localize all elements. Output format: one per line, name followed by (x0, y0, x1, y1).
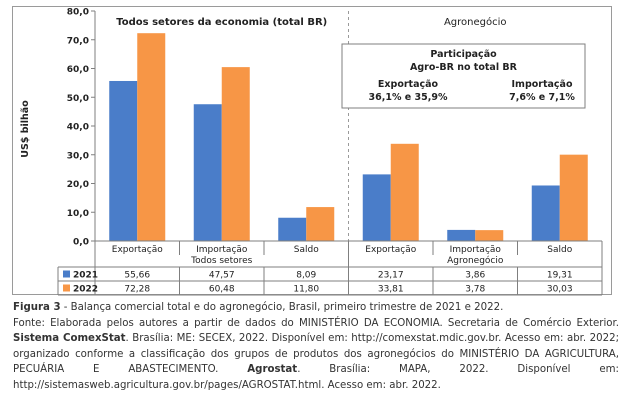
annotation-import-label: Importação (512, 79, 573, 90)
source-text-2: . Brasília: ME: SECEX, 2022. Disponível … (13, 333, 620, 376)
annotation-title-2: Agro-BR no total BR (410, 62, 518, 73)
legend-label-2022: 2022 (73, 285, 98, 295)
figure-label: Figura 3 (13, 302, 61, 313)
bar-2022 (221, 67, 250, 242)
annotation-title-1: Participação (430, 49, 497, 60)
annotation-import-value: 7,6% e 7,1% (509, 92, 575, 103)
y-tick-label: 0,0 (73, 238, 89, 248)
group-title-agro: Agronegócio (444, 16, 507, 28)
group-title-total: Todos setores da economia (total BR) (116, 17, 327, 28)
legend-swatch-2022 (63, 284, 70, 292)
source-title-agrostat: Agrostat (247, 364, 298, 376)
data-value-2022: 11,80 (293, 285, 319, 295)
legend-swatch-2021 (63, 270, 70, 278)
x-category-label: Saldo (547, 245, 572, 255)
data-value-2022: 3,78 (465, 285, 485, 295)
x-category-label: Importação (196, 245, 248, 255)
y-tick-label: 20,0 (67, 180, 89, 190)
annotation-export-value: 36,1% e 35,9% (369, 92, 448, 103)
x-category-label: Saldo (294, 245, 319, 255)
annotation-export-label: Exportação (378, 79, 439, 90)
y-tick-label: 60,0 (67, 65, 89, 75)
bar-2022 (390, 143, 419, 241)
bar-chart: 0,0 10,0 20,0 30,0 40,0 50,0 60,0 70,0 80,0 US$ b… (20, 8, 603, 296)
annotation-box (341, 43, 586, 109)
data-value-2021: 47,57 (209, 271, 235, 281)
bar-2021 (193, 104, 222, 241)
data-value-2022: 30,03 (547, 285, 573, 295)
y-tick-label: 10,0 (67, 209, 89, 219)
data-value-2021: 3,86 (465, 271, 485, 281)
data-value-2022: 33,81 (378, 285, 404, 295)
source-text-3: . Brasília: MAPA, 2022. Disponível em: h… (13, 364, 619, 391)
y-tick-label: 40,0 (67, 123, 89, 133)
data-value-2022: 72,28 (124, 285, 150, 295)
source-title-comexstat: Sistema ComexStat (13, 333, 126, 345)
data-value-2021: 19,31 (547, 271, 573, 281)
figure-title: Figura 3 - Balança comercial total e do … (13, 300, 619, 316)
y-tick-label: 30,0 (67, 151, 89, 161)
y-tick-label: 50,0 (67, 94, 89, 104)
figure-source: Fonte: Elaborada pelos autores a partir … (13, 316, 619, 394)
x-category-label: Exportação (365, 245, 416, 255)
bar-2022 (559, 154, 588, 241)
y-axis-label: US$ bilhão (20, 100, 31, 158)
data-value-2021: 8,09 (296, 271, 316, 281)
bar-2021 (109, 80, 138, 241)
y-tick-label: 70,0 (67, 36, 89, 46)
bar-2021 (278, 217, 307, 241)
x-group-label-agro: Agronegócio (447, 255, 504, 266)
figure-caption: Figura 3 - Balança comercial total e do … (13, 300, 619, 394)
data-value-2021: 55,66 (124, 271, 150, 281)
data-value-2022: 60,48 (209, 285, 235, 295)
source-text-1: Fonte: Elaborada pelos autores a partir … (13, 317, 619, 329)
data-value-2021: 23,17 (378, 271, 404, 281)
bar-2022 (137, 33, 166, 241)
figure-text: - Balança comercial total e do agronegóc… (60, 302, 504, 313)
bar-2022 (306, 207, 335, 241)
y-tick-label: 80,0 (67, 8, 89, 18)
bar-2021 (362, 174, 391, 241)
x-category-label: Exportação (112, 245, 163, 255)
x-group-label-total: Todos setores (190, 256, 253, 266)
bar-2022 (475, 230, 504, 241)
bar-2021 (531, 185, 560, 241)
bar-2021 (447, 229, 476, 241)
legend-label-2021: 2021 (73, 271, 98, 281)
x-category-label: Importação (450, 245, 502, 255)
